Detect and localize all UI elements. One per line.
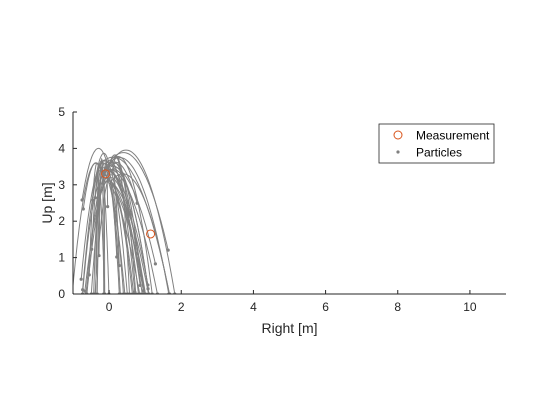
particle-point: [90, 247, 94, 251]
particle-trajectory: [110, 165, 150, 294]
particle-point: [117, 264, 121, 268]
measurement-marker: [146, 229, 156, 239]
particle-point: [79, 277, 83, 281]
x-axis-label: Right [m]: [261, 320, 317, 336]
particle-trajectory: [108, 173, 170, 294]
y-tick-label: 0: [58, 287, 65, 301]
y-ticks: 0 1 2 3 4 5: [58, 105, 77, 301]
y-tick-label: 4: [58, 141, 65, 155]
particle-trajectory: [99, 170, 146, 294]
particle-trajectory: [103, 169, 106, 294]
particle-trajectory: [108, 161, 145, 294]
x-tick-label: 0: [106, 300, 113, 314]
particles-layer: [73, 147, 177, 294]
particle-trajectory: [110, 162, 142, 276]
y-tick-label: 3: [58, 178, 65, 192]
particle-trajectory: [107, 159, 120, 266]
x-tick-label: 8: [394, 300, 401, 314]
particle-trajectory: [107, 155, 153, 294]
particle-trajectory: [110, 149, 176, 294]
particle-point: [106, 205, 110, 209]
x-ticks: 0 2 4 6 8 10: [106, 290, 477, 314]
particle-point: [153, 262, 157, 266]
particle-trajectory: [98, 186, 105, 294]
measurement-marker: [100, 169, 110, 179]
particle-point: [166, 248, 170, 252]
particle-point: [81, 288, 85, 292]
measurements-layer: [100, 169, 156, 239]
legend-particles-marker: [396, 150, 400, 154]
legend-particles-label: Particles: [416, 146, 462, 160]
y-tick-label: 1: [58, 251, 65, 265]
particle-trajectory: [95, 179, 102, 294]
particle-trajectory: [81, 147, 108, 201]
particle-trajectory: [93, 167, 103, 294]
particle-trajectory: [109, 152, 169, 251]
legend-measurement-label: Measurement: [416, 129, 490, 143]
particle-trajectory: [82, 160, 106, 290]
y-tick-label: 5: [58, 105, 65, 119]
particle-trajectory: [99, 159, 128, 294]
particle-trajectory: [73, 162, 103, 292]
x-tick-label: 4: [250, 300, 257, 314]
particle-trajectory: [88, 162, 100, 275]
y-tick-label: 2: [58, 214, 65, 228]
particle-point: [81, 207, 85, 211]
legend-box: [378, 123, 495, 164]
x-tick-label: 10: [463, 300, 477, 314]
particle-trajectory: [103, 170, 120, 294]
y-axis-label: Up [m]: [39, 182, 55, 223]
legend-measurement-marker: [393, 130, 403, 140]
particle-trajectory: [91, 165, 104, 250]
x-tick-label: 2: [178, 300, 185, 314]
x-tick-label: 6: [322, 300, 329, 314]
particle-trajectory: [94, 173, 112, 294]
legend: Measurement Particles: [378, 123, 495, 164]
axes: 0 2 4 6 8 10 0 1 2 3 4 5: [58, 105, 506, 314]
particle-trajectory: [111, 157, 130, 294]
